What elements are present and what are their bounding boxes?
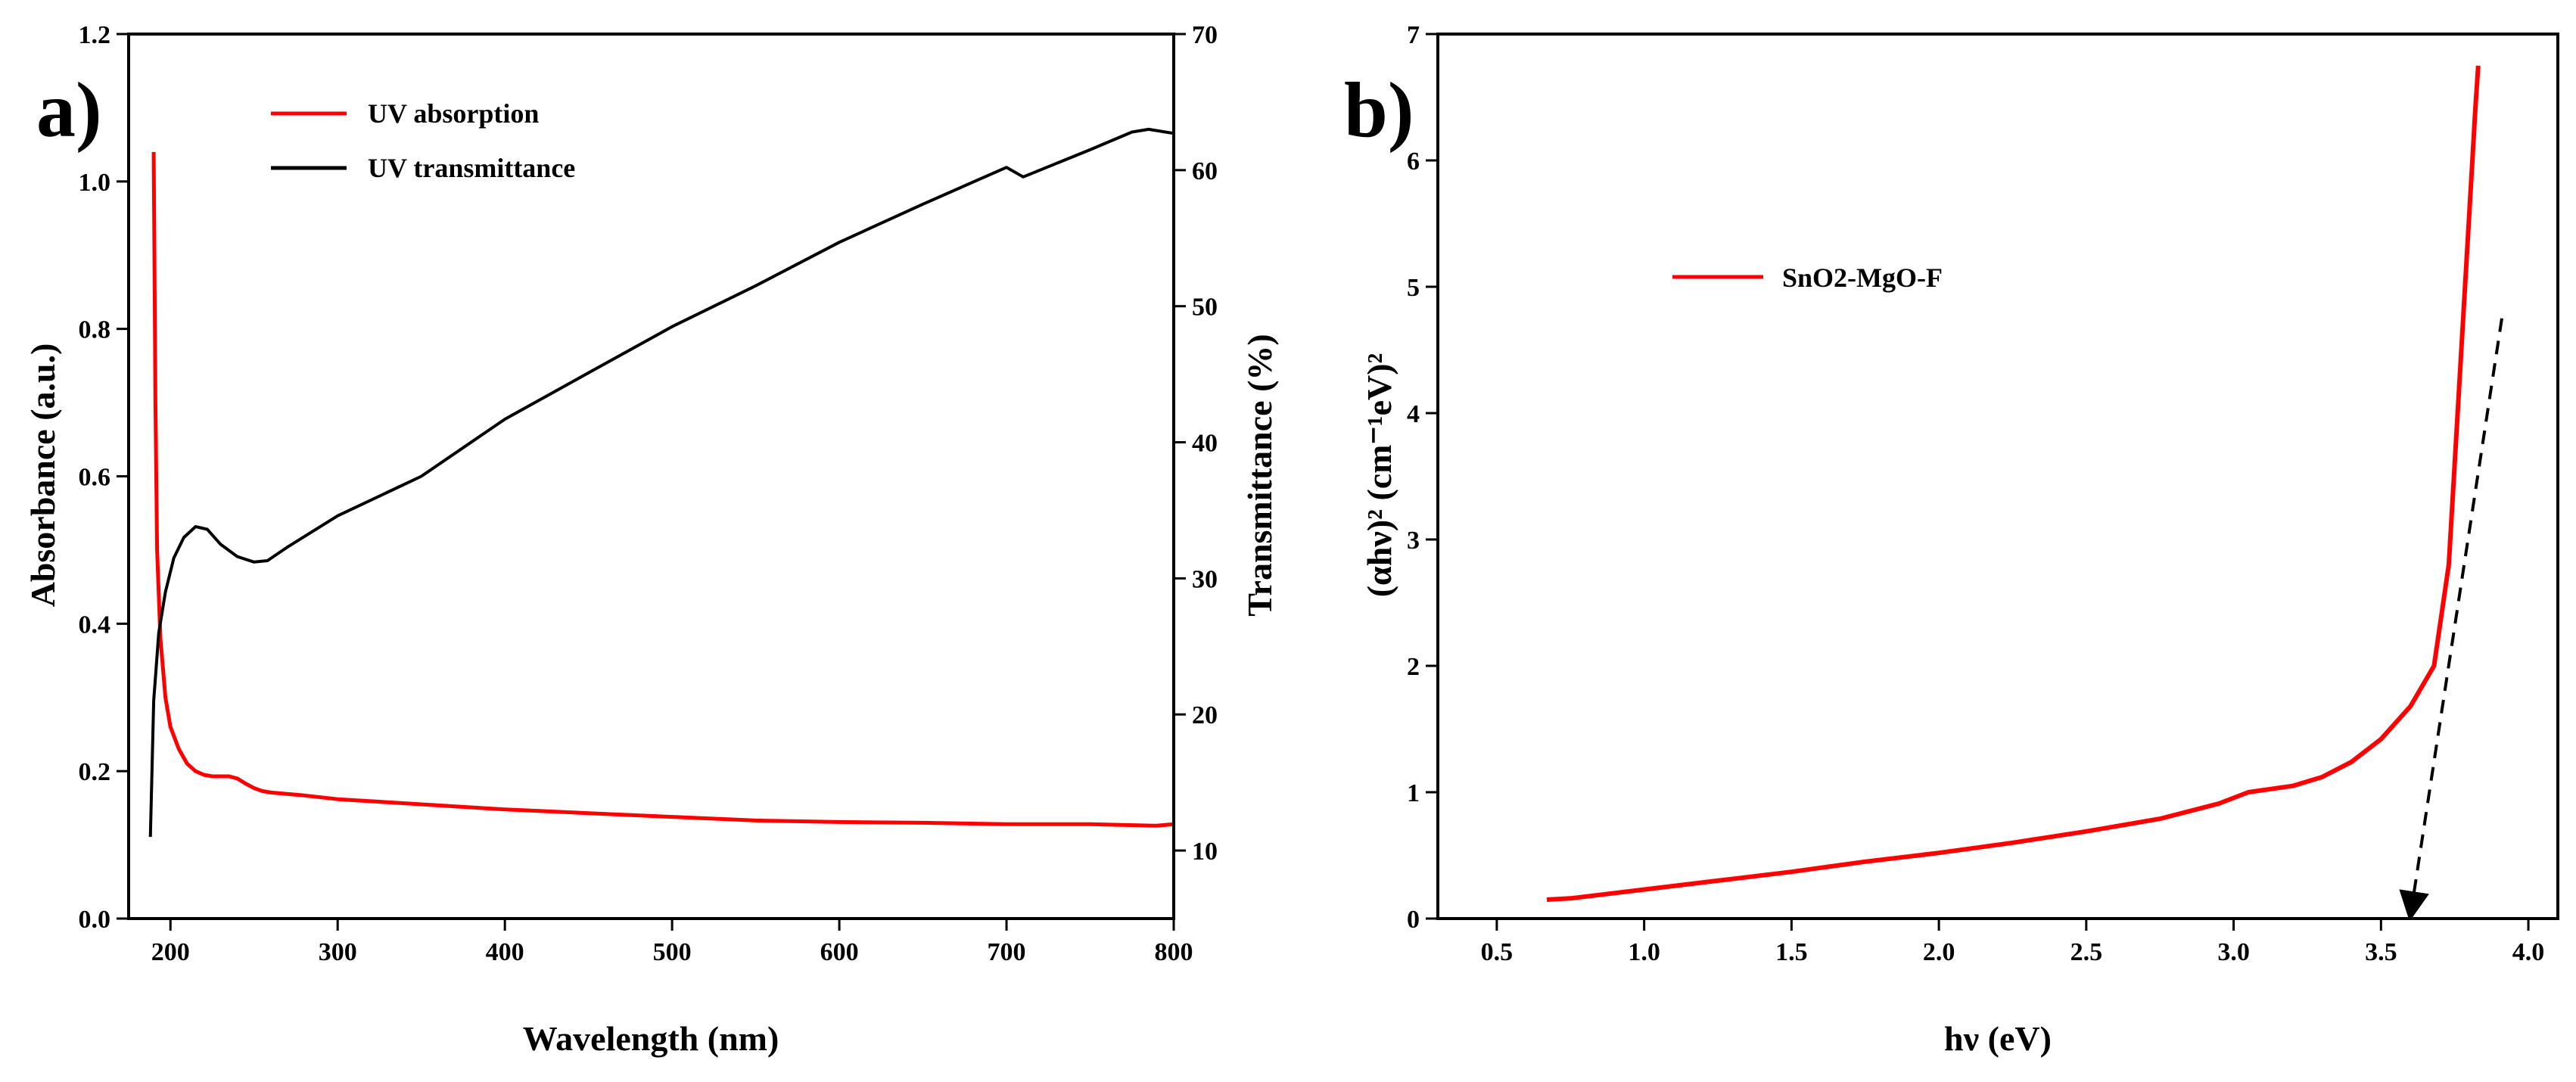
panel-b: b) 0.5 1.0 1.5 2.0 2.5 3.0 3.5 4.0 0 1 2 3 4 5 6 7 hν (… xyxy=(1344,21,2559,1058)
panel-b-ticks: 0.5 1.0 1.5 2.0 2.5 3.0 3.5 4.0 0 1 2 3 4 5 6 7 xyxy=(1407,21,2544,966)
x-tick-label: 2.0 xyxy=(1923,938,1955,966)
y-right-tick-label: 10 xyxy=(1192,838,1218,866)
panel-a-ylabel: Absorbance (a.u.) xyxy=(23,344,62,608)
y-tick-label: 2 xyxy=(1407,653,1420,681)
y-tick-label: 6 xyxy=(1407,148,1420,176)
panel-a-legend: UV absorption UV transmittance xyxy=(271,98,575,183)
legend-label-uv-transmittance: UV transmittance xyxy=(368,153,575,183)
legend-label-uv-absorption: UV absorption xyxy=(368,98,539,129)
panel-a-ticks: 200 300 400 500 600 700 800 0.0 0.2 0.4 0.6 0.8 1.0 1… xyxy=(79,21,1218,966)
legend-label-sno2-mgo-f: SnO2-MgO-F xyxy=(1782,263,1943,293)
x-tick-label: 4.0 xyxy=(2512,938,2545,966)
y-tick-label: 0.6 xyxy=(79,464,111,492)
x-tick-label: 200 xyxy=(151,938,190,966)
bandgap-extrapolation-arrow xyxy=(2399,318,2503,919)
x-tick-label: 0.5 xyxy=(1481,938,1514,966)
panel-a: a) 200 300 400 500 600 700 800 0.0 0.2 0.4 0.6 0.8 1… xyxy=(23,21,1279,1058)
y-right-tick-label: 50 xyxy=(1192,294,1218,322)
y-right-tick-label: 70 xyxy=(1192,21,1218,49)
y-tick-label: 1 xyxy=(1407,779,1420,807)
y-tick-label: 0.2 xyxy=(79,758,111,786)
panel-b-series xyxy=(1546,65,2503,919)
y-right-tick-label: 60 xyxy=(1192,157,1218,185)
series-line-uv-absorption xyxy=(151,151,1174,828)
y-right-tick-label: 30 xyxy=(1192,565,1218,593)
x-tick-label: 500 xyxy=(653,938,692,966)
panel-a-label: a) xyxy=(36,67,102,154)
panel-b-label: b) xyxy=(1344,67,1414,154)
panel-b-frame xyxy=(1436,33,2559,920)
panel-a-frame xyxy=(127,33,1175,920)
y-tick-label: 0.8 xyxy=(79,316,111,344)
x-tick-label: 400 xyxy=(486,938,524,966)
x-tick-label: 700 xyxy=(988,938,1026,966)
x-tick-label: 3.5 xyxy=(2365,938,2397,966)
y-tick-label: 7 xyxy=(1407,21,1420,49)
panel-a-ylabel-right: Transmittance (%) xyxy=(1240,334,1279,616)
x-tick-label: 300 xyxy=(319,938,357,966)
y-tick-label: 4 xyxy=(1407,400,1420,428)
y-tick-label: 0 xyxy=(1407,906,1420,934)
y-tick-label: 0.4 xyxy=(79,611,111,639)
y-tick-label: 3 xyxy=(1407,527,1420,555)
panel-b-legend: SnO2-MgO-F xyxy=(1672,263,1943,293)
x-tick-label: 1.0 xyxy=(1628,938,1660,966)
y-tick-label: 1.2 xyxy=(79,21,111,49)
y-right-tick-label: 20 xyxy=(1192,701,1218,729)
x-tick-label: 600 xyxy=(820,938,859,966)
x-tick-label: 1.5 xyxy=(1775,938,1808,966)
y-tick-label: 0.0 xyxy=(79,906,111,934)
y-tick-label: 1.0 xyxy=(79,169,111,197)
x-tick-label: 2.5 xyxy=(2070,938,2103,966)
x-tick-label: 3.0 xyxy=(2217,938,2250,966)
panel-a-series xyxy=(148,127,1174,838)
y-right-tick-label: 40 xyxy=(1192,430,1218,458)
panel-a-xlabel: Wavelength (nm) xyxy=(523,1019,779,1058)
series-line-sno2-mgo-f xyxy=(1546,65,2481,902)
panel-b-ylabel: (αhν)² (cm⁻¹eV)² xyxy=(1360,353,1398,598)
panel-b-xlabel: hν (eV) xyxy=(1944,1019,2052,1058)
x-tick-label: 800 xyxy=(1155,938,1193,966)
series-line-uv-transmittance xyxy=(148,127,1174,838)
y-tick-label: 5 xyxy=(1407,274,1420,302)
